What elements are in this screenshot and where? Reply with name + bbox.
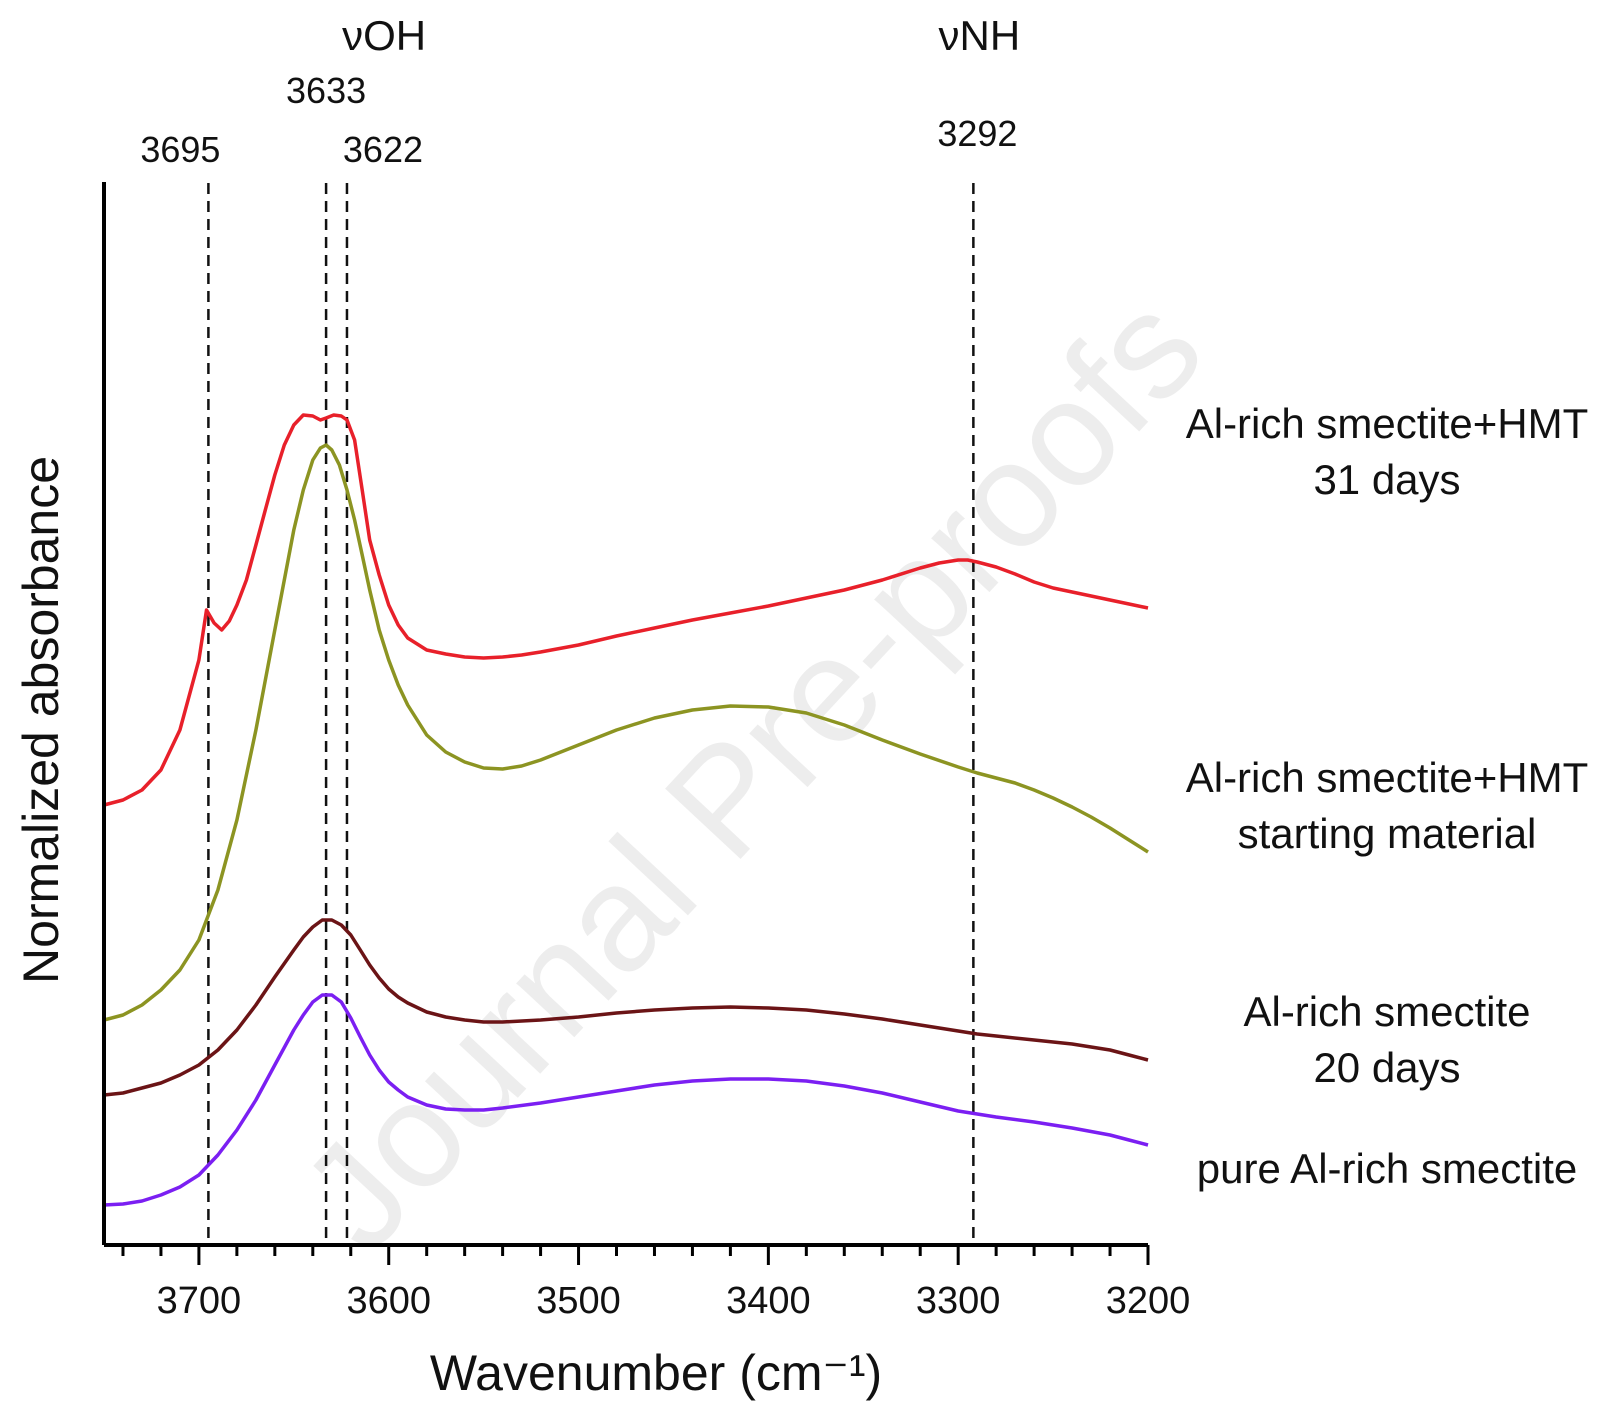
series-label-3: 20 days [1313,1044,1460,1091]
x-tick-label: 3300 [916,1280,1001,1322]
x-tick-label: 3200 [1106,1280,1191,1322]
x-tick-label: 3500 [536,1280,621,1322]
series-label-1: Al-rich smectite+HMT [1186,400,1589,447]
y-axis-title: Normalized absorbance [13,456,69,984]
band-label-vnh: νNH [939,12,1021,59]
x-tick-label: 3700 [157,1280,242,1322]
peak-label-3622: 3622 [343,129,423,170]
peak-label-3695: 3695 [140,129,220,170]
series-line-4 [103,993,1149,1207]
band-label-voh: νOH [342,12,426,59]
x-tick-label: 3600 [346,1280,431,1322]
series-label-1: 31 days [1313,456,1460,503]
x-axis-title: Wavenumber (cm⁻¹) [430,1345,882,1401]
peak-label-3292: 3292 [937,113,1017,154]
series-label-2: Al-rich smectite+HMT [1186,754,1589,801]
annotations: 3695 3633 3622 3292 νOH νNH Al-rich smectite+H… [140,12,1588,1192]
series-label-4: pure Al-rich smectite [1197,1145,1577,1192]
x-axis: 3700 3600 3500 3400 3300 3200 [102,182,1191,1322]
series-label-3: Al-rich smectite [1243,988,1530,1035]
series-line-1 [103,413,1149,807]
peak-label-3633: 3633 [286,70,366,111]
watermark-text: Journal Pre-proofs [269,263,1233,1280]
reference-lines [207,183,975,1245]
series-label-2: starting material [1238,810,1537,857]
x-tick-label: 3400 [726,1280,811,1322]
spectra [103,413,1149,1207]
series-line-2 [103,443,1149,1022]
series-line-3 [103,918,1149,1097]
